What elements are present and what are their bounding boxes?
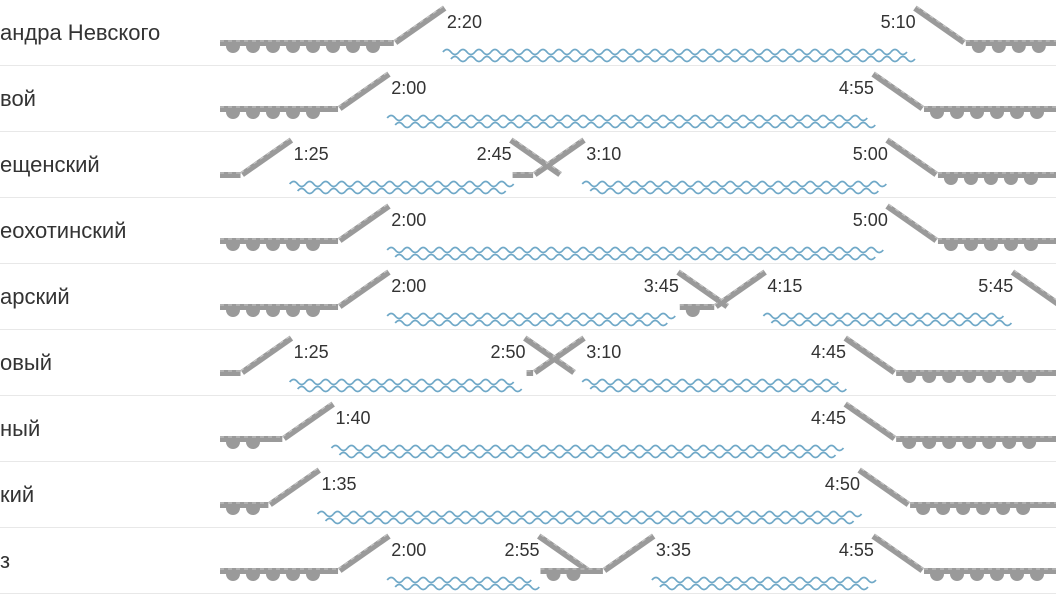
close-time: 5:45: [978, 276, 1013, 297]
open-time: 2:00: [391, 540, 426, 561]
close-time: 4:50: [825, 474, 860, 495]
close-time: 4:45: [811, 342, 846, 363]
bridge-timeline: 1:25 2:45 3:10 5:00: [220, 132, 1056, 198]
close-time: 2:50: [491, 342, 526, 363]
close-time: 5:00: [853, 210, 888, 231]
bridge-name: еохотинский: [0, 218, 220, 244]
open-time: 2:00: [391, 78, 426, 99]
bridge-name: з: [0, 548, 220, 574]
bridge-timeline: 1:25 2:50 3:10 4:45: [220, 330, 1056, 396]
bridge-name: ный: [0, 416, 220, 442]
close-time: 5:00: [853, 144, 888, 165]
bridge-row: кий 1:35 4:50: [0, 462, 1056, 528]
bridge-row: андра Невского 2:20 5:10: [0, 0, 1056, 66]
bridge-row: ный 1:40 4:45: [0, 396, 1056, 462]
open-time: 1:35: [322, 474, 357, 495]
bridge-timeline: 2:00 2:55 3:35 4:55: [220, 528, 1056, 594]
open-time: 2:20: [447, 12, 482, 33]
close-time: 4:55: [839, 78, 874, 99]
bridge-row: з 2:00 2:55 3:35 4:55: [0, 528, 1056, 594]
bridge-row: вой 2:00 4:55: [0, 66, 1056, 132]
close-time: 4:45: [811, 408, 846, 429]
bridge-row: арский 2:00 3:45 4:15 5:45: [0, 264, 1056, 330]
open-time: 3:10: [586, 342, 621, 363]
bridge-name: овый: [0, 350, 220, 376]
bridge-schedule: андра Невского 2:20 5:10 вой 2:00 4:55 ещенски…: [0, 0, 1056, 594]
bridge-timeline: 2:00 3:45 4:15 5:45: [220, 264, 1056, 330]
bridge-timeline: 1:40 4:45: [220, 396, 1056, 462]
close-time: 2:45: [477, 144, 512, 165]
bridge-name: вой: [0, 86, 220, 112]
open-time: 3:35: [656, 540, 691, 561]
bridge-row: овый 1:25 2:50 3:10 4:45: [0, 330, 1056, 396]
bridge-timeline: 2:00 5:00: [220, 198, 1056, 264]
open-time: 1:25: [294, 144, 329, 165]
bridge-timeline: 2:20 5:10: [220, 0, 1056, 66]
bridge-timeline: 1:35 4:50: [220, 462, 1056, 528]
bridge-name: андра Невского: [0, 20, 220, 46]
close-time: 5:10: [881, 12, 916, 33]
bridge-name: арский: [0, 284, 220, 310]
bridge-name: ещенский: [0, 152, 220, 178]
close-time: 2:55: [504, 540, 539, 561]
open-time: 1:40: [335, 408, 370, 429]
bridge-row: еохотинский 2:00 5:00: [0, 198, 1056, 264]
close-time: 3:45: [644, 276, 679, 297]
open-time: 2:00: [391, 276, 426, 297]
bridge-timeline: 2:00 4:55: [220, 66, 1056, 132]
close-time: 4:55: [839, 540, 874, 561]
bridge-row: ещенский 1:25 2:45 3:10 5:00: [0, 132, 1056, 198]
open-time: 4:15: [767, 276, 802, 297]
open-time: 3:10: [586, 144, 621, 165]
open-time: 1:25: [294, 342, 329, 363]
bridge-name: кий: [0, 482, 220, 508]
open-time: 2:00: [391, 210, 426, 231]
